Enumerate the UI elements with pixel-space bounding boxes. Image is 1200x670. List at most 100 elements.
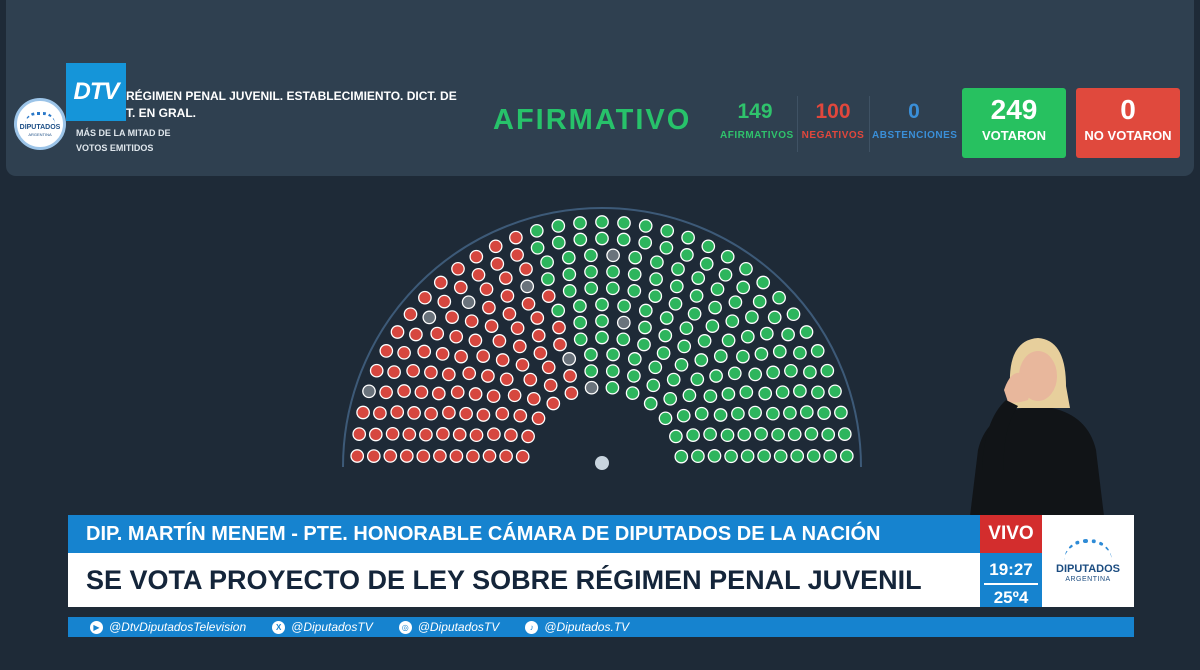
seat-mark	[546, 396, 561, 411]
seat-mark	[595, 314, 609, 328]
seat-mark	[397, 345, 411, 360]
seat-mark	[553, 337, 567, 352]
seat-mark	[521, 429, 535, 444]
seat-mark	[679, 321, 694, 336]
interpreter-hand	[1004, 372, 1034, 403]
logo-arc-icon	[1064, 539, 1112, 561]
seat-mark	[766, 406, 780, 421]
seat-mark	[694, 353, 709, 367]
seat-mark	[502, 306, 517, 321]
seat-mark	[462, 366, 477, 381]
seat-mark	[720, 428, 735, 443]
seat-mark	[476, 349, 491, 363]
seal-subtext: ARGENTINA	[28, 131, 52, 137]
seat-mark	[551, 219, 566, 233]
seat-mark	[510, 321, 525, 336]
seat-mark	[519, 262, 533, 276]
seat-mark	[739, 261, 753, 276]
seat-mark	[638, 219, 653, 233]
instagram-icon: ◎	[398, 620, 412, 634]
social-item-youtube[interactable]: ▶ @DtvDiputadosTelevision	[90, 620, 246, 634]
seat-mark	[656, 346, 671, 360]
abstention-count: 0 ABSTENCIONES	[872, 100, 957, 141]
seat-mark	[674, 449, 689, 464]
seat-mark	[487, 427, 501, 442]
seat-mark	[417, 344, 432, 359]
seat-mark	[718, 267, 733, 282]
clock-panel: 19:27 25º4	[980, 553, 1042, 607]
seat-mark	[758, 386, 773, 401]
seat-mark	[616, 315, 631, 330]
seat-mark	[736, 280, 751, 295]
voted-number: 249	[990, 94, 1038, 125]
seat-mark	[484, 319, 499, 333]
seat-mark	[606, 248, 620, 263]
seat-mark	[638, 320, 652, 335]
seat-mark	[422, 310, 437, 325]
seat-mark	[606, 347, 620, 362]
seat-mark	[529, 223, 544, 238]
dtv-logo: DTV	[66, 63, 126, 121]
seat-mark	[504, 428, 518, 442]
social-handle: @DtvDiputadosTelevision	[109, 620, 247, 634]
seat-mark	[499, 449, 513, 464]
seat-mark	[424, 406, 438, 421]
seat-mark	[373, 406, 387, 420]
negative-count: 100 NEGATIVOS	[800, 100, 866, 141]
seat-mark	[799, 405, 814, 419]
social-handle: @DiputadosTV	[291, 620, 373, 634]
live-badge: VIVO	[980, 515, 1042, 553]
seat-mark	[617, 299, 631, 313]
seat-mark	[694, 406, 709, 421]
seat-mark	[515, 449, 530, 464]
social-item-instagram[interactable]: ◎ @DiputadosTV	[398, 620, 499, 634]
seat-mark	[705, 319, 720, 333]
sign-language-interpreter	[970, 338, 1104, 516]
seat-mark	[509, 230, 523, 245]
x-icon: X	[272, 620, 286, 634]
seat-mark	[721, 387, 736, 401]
seat-mark	[445, 310, 459, 324]
seat-mark	[416, 449, 431, 464]
seat-mark	[817, 406, 831, 420]
social-item-tiktok[interactable]: ♪ @Diputados.TV	[525, 620, 629, 634]
seat-mark	[479, 282, 494, 297]
seat-mark	[799, 325, 814, 339]
seat-mark	[707, 449, 722, 463]
seat-mark	[772, 290, 786, 305]
seat-mark	[430, 326, 445, 341]
seat-mark	[397, 384, 411, 398]
seat-mark	[663, 391, 678, 406]
seat-mark	[740, 449, 755, 463]
seat-mark	[757, 449, 771, 463]
president-seat	[595, 456, 609, 470]
seat-mark	[820, 363, 835, 378]
seat-mark	[352, 427, 367, 441]
social-item-x[interactable]: X @DiputadosTV	[272, 620, 373, 634]
seat-mark	[437, 294, 452, 309]
seat-mark	[450, 385, 465, 400]
seat-mark	[461, 295, 476, 310]
seat-mark	[562, 352, 577, 366]
seat-mark	[564, 386, 579, 400]
seat-mark	[628, 250, 643, 265]
seat-mark	[771, 427, 785, 442]
seat-mark	[449, 449, 464, 463]
seat-mark	[449, 329, 464, 344]
vote-title-line1: RÉGIMEN PENAL JUVENIL. ESTABLECIMIENTO. …	[126, 89, 457, 103]
seat-mark	[526, 391, 541, 406]
seat-mark	[552, 320, 566, 335]
seat-mark	[810, 344, 825, 358]
seat-mark	[498, 271, 513, 285]
seat-mark	[759, 326, 774, 341]
seat-mark	[669, 279, 684, 294]
seat-mark	[385, 426, 400, 441]
seat-mark	[541, 360, 556, 375]
seat-mark	[677, 339, 692, 354]
seat-mark	[740, 329, 755, 344]
seat-mark	[721, 333, 736, 348]
seal-text: DIPUTADOS	[19, 123, 61, 131]
seat-mark	[562, 267, 577, 282]
not-voted-number: 0	[1120, 94, 1136, 125]
seat-mark	[691, 449, 705, 464]
